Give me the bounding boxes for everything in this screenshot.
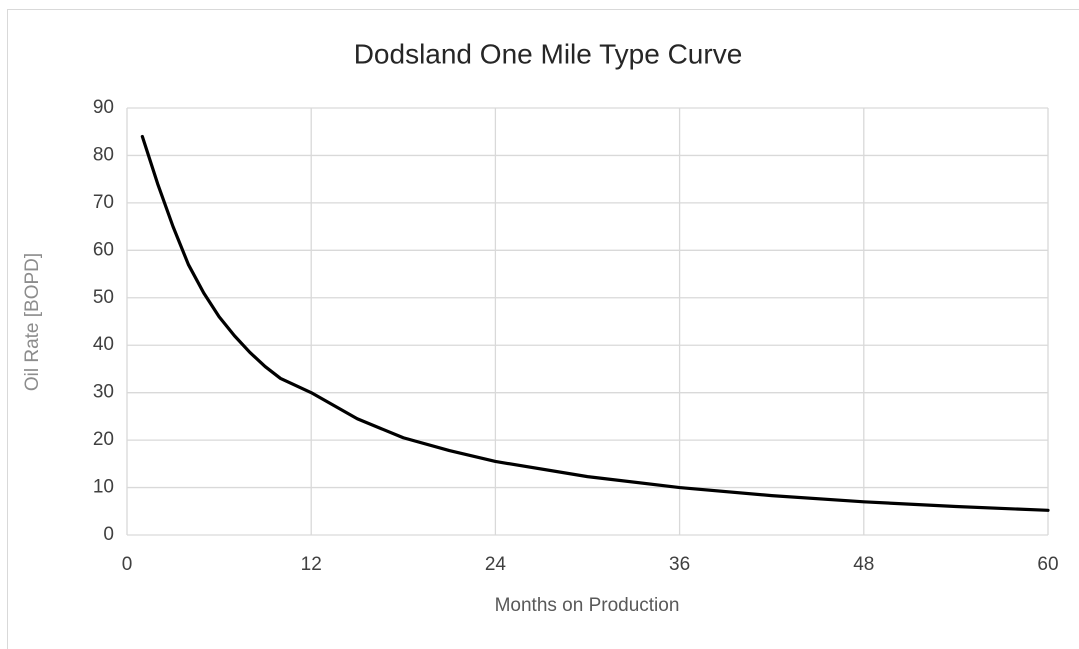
line bbox=[140, 134, 1050, 512]
y-tick-label: 30 bbox=[93, 382, 114, 403]
x-axis-label: Months on Production bbox=[495, 595, 680, 616]
y-axis-label: Oil Rate [BOPD] bbox=[22, 253, 43, 391]
y-tick-label: 60 bbox=[93, 239, 114, 260]
x-tick-label: 60 bbox=[1037, 554, 1058, 575]
y-tick-label: 0 bbox=[103, 524, 114, 545]
y-tick-label: 80 bbox=[93, 144, 114, 165]
y-tick-label: 90 bbox=[93, 97, 114, 118]
y-tick-label: 20 bbox=[93, 429, 114, 450]
x-tick-label: 24 bbox=[485, 554, 507, 575]
y-tick-label: 40 bbox=[93, 334, 114, 355]
y-tick-label: 10 bbox=[93, 477, 114, 498]
y-tick-label: 70 bbox=[93, 192, 114, 213]
x-tick-label: 0 bbox=[122, 554, 133, 575]
x-tick-label: 36 bbox=[669, 554, 690, 575]
chart-title: Dodsland One Mile Type Curve bbox=[354, 38, 743, 69]
x-tick-label: 48 bbox=[853, 554, 874, 575]
x-tick-label: 12 bbox=[301, 554, 322, 575]
y-tick-label: 50 bbox=[93, 287, 114, 308]
